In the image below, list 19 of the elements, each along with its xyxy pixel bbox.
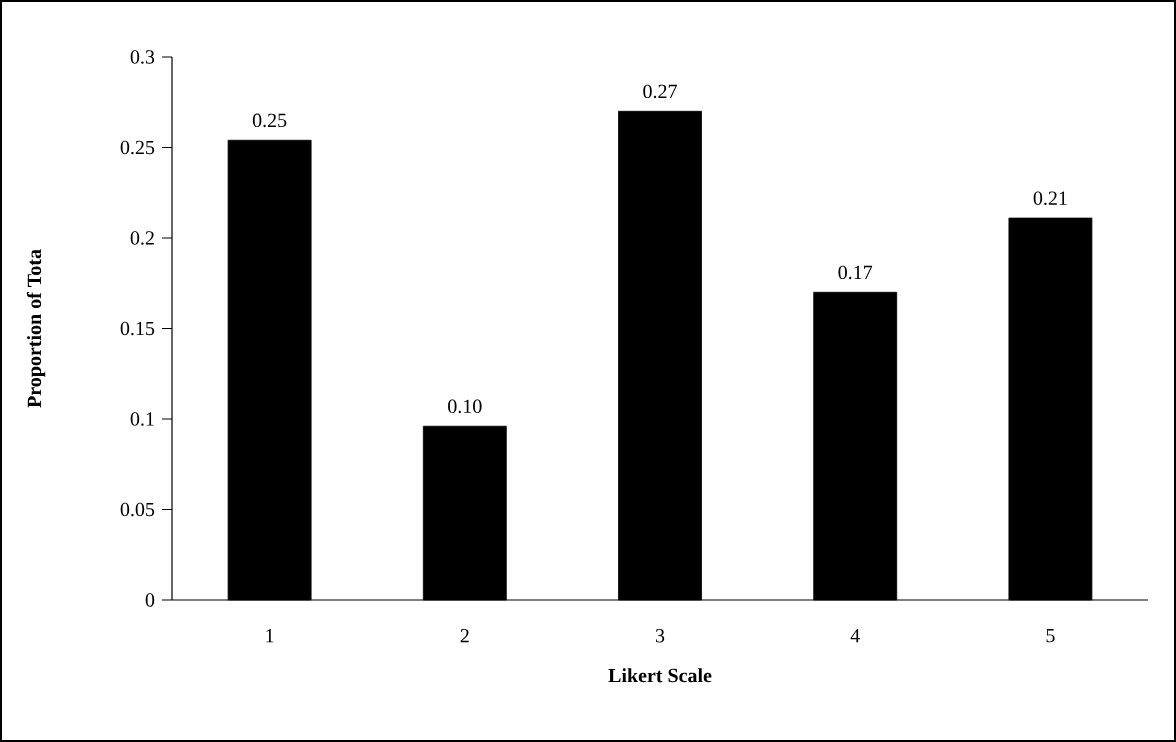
data-label: 0.25: [252, 113, 287, 128]
y-tick-label: 0.05: [120, 502, 155, 517]
y-tick-label: 0.3: [130, 50, 155, 64]
data-label: 0.21: [1033, 191, 1067, 206]
y-tick-label: 0: [145, 593, 155, 607]
y-tick-label: 0.2: [130, 231, 154, 245]
x-tick-label: 1: [266, 629, 274, 643]
x-axis-title: Likert Scale: [608, 668, 712, 683]
data-label: 0.27: [643, 84, 677, 99]
x-tick-label: 3: [655, 629, 665, 643]
y-axis-title: Proportion of Tota: [26, 249, 46, 408]
data-label: 0.17: [838, 265, 873, 280]
y-tick-label: 0.15: [120, 321, 155, 336]
x-tick-label: 5: [1046, 629, 1055, 643]
data-label: 0.10: [448, 399, 482, 414]
y-tick-label: 0.25: [120, 140, 155, 155]
y-tick-label: 0.1: [130, 412, 154, 426]
x-tick-label: 4: [850, 629, 860, 643]
x-tick-label: 2: [460, 629, 469, 643]
